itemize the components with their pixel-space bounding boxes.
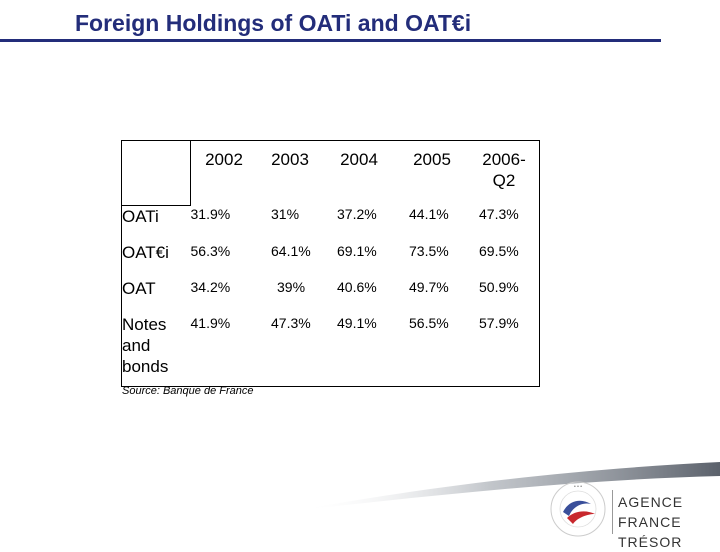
agence-france-tresor-seal: • • • [550,481,606,537]
column-header: 2006- Q2 [482,150,526,190]
column-header: 2004 [340,150,378,169]
table-row: OAT 34.2% 39% 40.6% 49.7% 50.9% [122,278,540,314]
row-label: OAT€i [122,242,169,262]
column-header: 2005 [413,150,451,169]
swoosh-decoration [300,462,720,510]
column-header: 2002 [205,150,243,169]
table-cell: 49.7% [409,278,449,295]
row-label: OATi [122,206,159,226]
table-row: OAT€i 56.3% 64.1% 69.1% 73.5% 69.5% [122,242,540,278]
svg-text:• • •: • • • [574,484,582,490]
table-cell: 40.6% [337,278,377,295]
table-cell: 49.1% [337,314,377,331]
table-cell: 56.3% [190,242,231,259]
holdings-table: 2002 2003 2004 2005 2006- Q2 OATi 31.9% … [121,140,540,387]
table-cell: 73.5% [409,242,449,259]
column-header: 2003 [271,150,309,169]
table-cell: 37.2% [337,206,377,222]
row-label: OAT [122,278,156,298]
table-row: Notes and bonds 41.9% 47.3% 49.1% 56.5% … [122,314,540,387]
logo-line-1: AGENCE [618,494,684,510]
table-row: OATi 31.9% 31% 37.2% 44.1% 47.3% [122,205,540,242]
table-cell: 34.2% [190,278,231,295]
table-cell: 47.3% [479,206,519,222]
table-cell: 69.1% [337,242,377,259]
table-header-row: 2002 2003 2004 2005 2006- Q2 [121,140,540,206]
logo-divider [612,490,613,534]
table-cell: 31.9% [190,206,231,222]
logo-line-2: FRANCE TRÉSOR [618,514,683,550]
table-cell: 39% [277,278,306,295]
source-note: Source: Banque de France [122,385,254,397]
table-cell: 44.1% [409,206,449,222]
table-cell: 69.5% [479,242,519,259]
agency-logo-text: AGENCE FRANCE TRÉSOR [618,492,720,552]
title-rule [0,39,661,42]
table-cell: 56.5% [409,314,449,331]
table-cell: 41.9% [190,314,231,331]
table-cell: 50.9% [479,278,519,295]
table-cell: 57.9% [479,314,519,331]
table-cell: 47.3% [271,314,311,331]
table-cell: 31% [271,206,300,222]
header-corner-cell [121,140,191,206]
table-cell: 64.1% [271,242,311,259]
row-label: Notes and bonds [122,314,169,376]
page-title: Foreign Holdings of OATi and OAT€i [75,10,472,36]
holdings-table-wrap: 2002 2003 2004 2005 2006- Q2 OATi 31.9% … [121,140,540,387]
